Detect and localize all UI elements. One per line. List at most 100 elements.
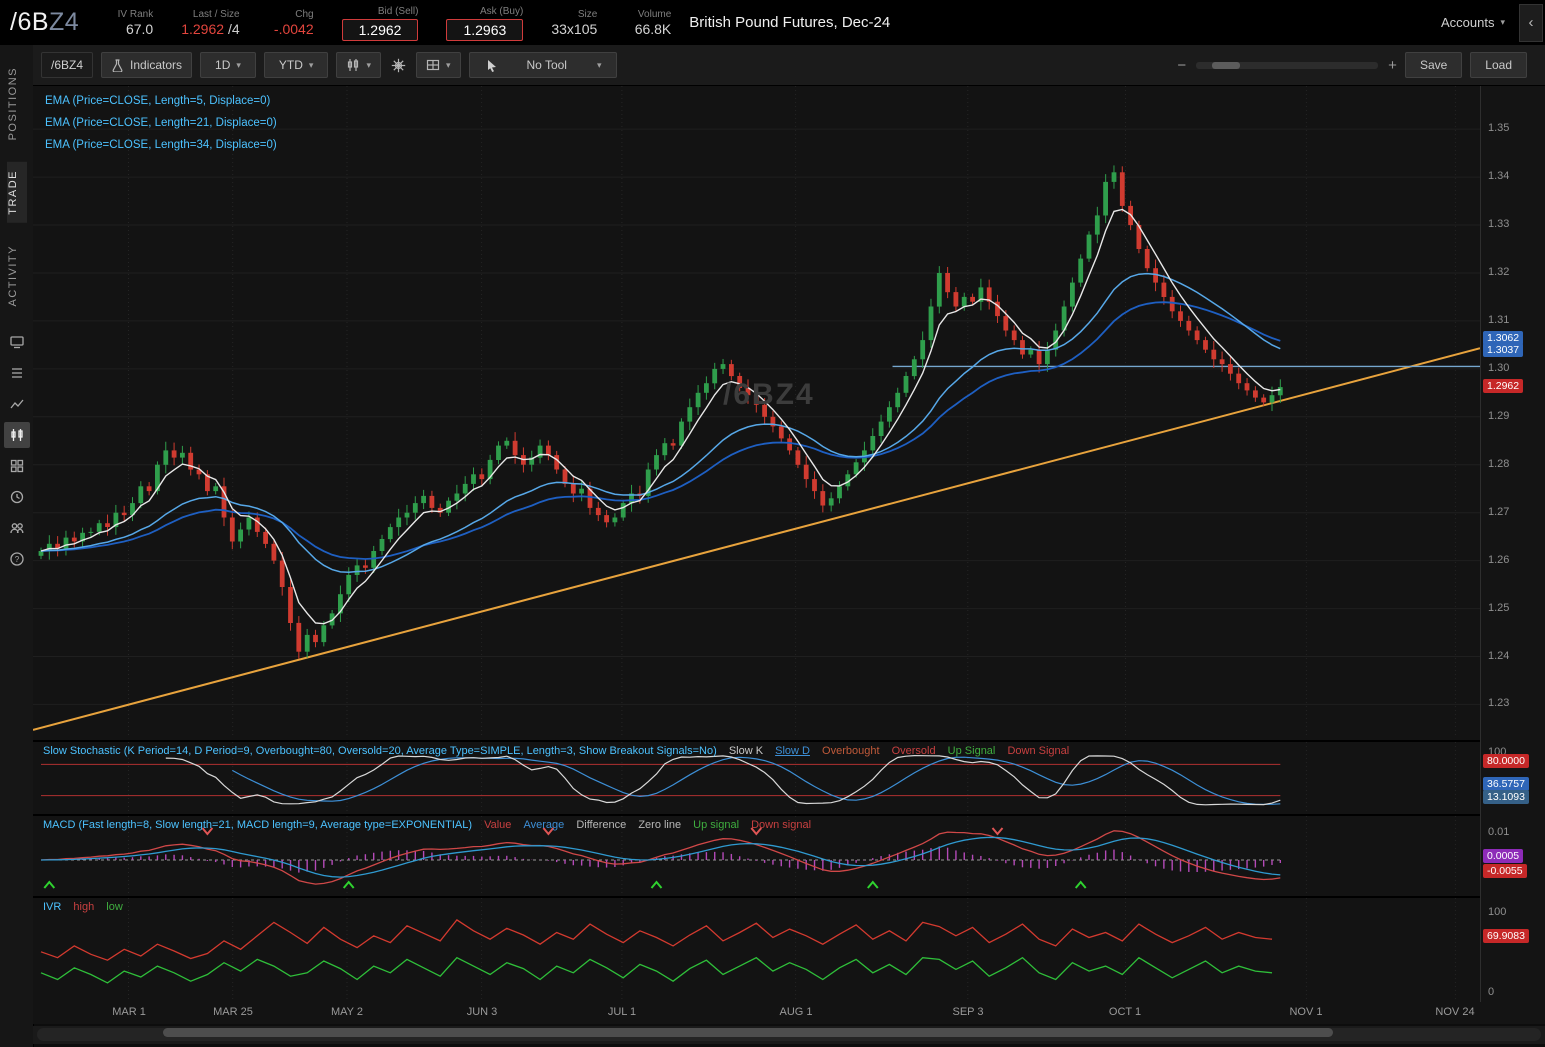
bid-label: Bid (Sell): [377, 5, 419, 17]
bid-button[interactable]: 1.2962: [341, 18, 419, 41]
price-tick: 1.23: [1488, 697, 1510, 709]
time-axis-label: OCT 1: [1108, 1006, 1142, 1018]
macd-canvas[interactable]: [33, 816, 1480, 896]
instrument-description: British Pound Futures, Dec-24: [689, 14, 891, 31]
axis-corner: [1480, 1002, 1545, 1024]
macd-axis-tick: 0.01: [1488, 826, 1510, 838]
left-sidebar: POSITIONS TRADE ACTIVITY ?: [0, 45, 34, 1047]
help-icon[interactable]: ?: [4, 546, 30, 572]
chart-toolbar: /6BZ4 Indicators 1D ▾ YTD ▾ ▾ ▾ No Tool …: [33, 45, 1545, 86]
chg-value: -.0042: [273, 20, 314, 37]
chevron-down-icon: ▾: [1500, 17, 1505, 27]
time-axis-label: JUL 1: [607, 1006, 637, 1018]
price-axis[interactable]: 1.35 1.34 1.33 1.32 1.31 1.30 1.29 1.28 1.27 1.26…: [1480, 86, 1545, 1002]
history-clock-icon[interactable]: [4, 484, 30, 510]
ivr-title[interactable]: IVR: [43, 901, 62, 913]
price-tick: 1.30: [1488, 362, 1510, 374]
collapse-panel-button[interactable]: ‹: [1519, 3, 1543, 42]
legend-up-signal: Up Signal: [947, 745, 996, 757]
time-axis[interactable]: MAR 1 MAR 25 MAY 2 JUN 3 JUL 1 AUG 1 SEP 3 OCT …: [33, 1002, 1480, 1024]
zoom-slider-thumb[interactable]: [1212, 61, 1241, 69]
accounts-label: Accounts: [1440, 15, 1495, 30]
layout-dropdown[interactable]: ▾: [415, 52, 461, 78]
legend-ivr-low: low: [106, 901, 123, 913]
load-button[interactable]: Load: [1470, 52, 1527, 78]
legend-macd-zero: Zero line: [638, 819, 682, 831]
ivr-axis-tick: 100: [1488, 906, 1507, 918]
svg-text:?: ?: [14, 555, 19, 564]
sidebar-tab-activity[interactable]: ACTIVITY: [6, 245, 19, 307]
sidebar-tab-positions[interactable]: POSITIONS: [6, 67, 19, 141]
stoch-overbought-badge: 80.0000: [1483, 754, 1529, 768]
cursor-icon: [487, 60, 496, 72]
ema34-legend-label[interactable]: EMA (Price=CLOSE, Length=34, Displace=0): [45, 139, 277, 151]
timeframe-dropdown[interactable]: 1D ▾: [200, 52, 256, 78]
ivr-canvas[interactable]: [33, 898, 1480, 1004]
legend-macd-up: Up signal: [693, 819, 740, 831]
chevron-down-icon: ▾: [308, 59, 314, 70]
scrollbar-thumb[interactable]: [163, 1028, 1333, 1037]
zoom-slider[interactable]: [1196, 61, 1379, 69]
ivr-panel: IVR high low: [33, 896, 1480, 1004]
macd-header: MACD (Fast length=8, Slow length=21, MAC…: [43, 819, 811, 831]
size-label: Size: [577, 8, 598, 20]
last-size-value: /4: [227, 20, 240, 37]
iv-rank-label: IV Rank: [117, 8, 154, 20]
community-icon[interactable]: [4, 515, 30, 541]
chart-settings-button[interactable]: [389, 53, 408, 77]
ema5-legend-label[interactable]: EMA (Price=CLOSE, Length=5, Displace=0): [45, 95, 271, 107]
candlestick-icon: [348, 59, 359, 71]
accounts-dropdown[interactable]: Accounts ▾: [1441, 15, 1505, 30]
macd-difference-badge: 0.0005: [1483, 849, 1524, 863]
stoch-k-badge: 13.1093: [1483, 790, 1529, 804]
apps-grid-icon[interactable]: [4, 453, 30, 479]
drawing-tool-dropdown[interactable]: No Tool ▾: [468, 52, 617, 78]
ask-button[interactable]: 1.2963: [446, 18, 524, 41]
save-button[interactable]: Save: [1404, 52, 1463, 78]
ivr-badge: 69.9083: [1483, 929, 1529, 943]
stoch-d-badge: 36.5757: [1483, 777, 1529, 791]
legend-oversold: Oversold: [891, 745, 936, 757]
macd-title[interactable]: MACD (Fast length=8, Slow length=21, MAC…: [43, 819, 473, 831]
price-tick: 1.25: [1488, 602, 1510, 614]
legend-ivr-high: high: [73, 901, 95, 913]
time-axis-label: AUG 1: [779, 1006, 813, 1018]
range-value: YTD: [278, 58, 303, 72]
analyze-icon[interactable]: [4, 391, 30, 417]
legend-macd-difference: Difference: [576, 819, 627, 831]
ask-label: Ask (Buy): [479, 5, 524, 17]
charts-icon[interactable]: [3, 421, 30, 448]
zoom-in-button[interactable]: +: [1388, 56, 1397, 74]
time-axis-label: JUN 3: [466, 1006, 498, 1018]
time-axis-label: MAY 2: [331, 1006, 363, 1018]
price-chart-canvas[interactable]: [33, 86, 1480, 738]
stochastic-panel: Slow Stochastic (K Period=14, D Period=9…: [33, 740, 1480, 814]
ivr-header: IVR high low: [43, 901, 123, 913]
sidebar-tab-trade[interactable]: TRADE: [6, 162, 27, 224]
symbol-watermark: /6BZ4: [723, 378, 815, 411]
price-tick: 1.27: [1488, 506, 1510, 518]
indicators-button[interactable]: Indicators: [101, 52, 193, 78]
legend-macd-value: Value: [484, 819, 512, 831]
bid-field: Bid (Sell) 1.2962: [341, 5, 419, 41]
monitor-icon[interactable]: [4, 329, 30, 355]
chart-symbol-box[interactable]: /6BZ4: [41, 52, 94, 78]
range-dropdown[interactable]: YTD ▾: [263, 52, 329, 78]
stochastic-canvas[interactable]: [33, 742, 1480, 814]
chart-type-dropdown[interactable]: ▾: [336, 52, 381, 78]
watchlist-icon[interactable]: [4, 360, 30, 386]
chg-field: Chg -.0042: [268, 8, 314, 38]
size-value: 33x105: [551, 20, 598, 37]
price-tick: 1.29: [1488, 410, 1510, 422]
last-value: 1.2962: [181, 20, 225, 37]
ema21-legend-label[interactable]: EMA (Price=CLOSE, Length=21, Displace=0): [45, 117, 277, 129]
stochastic-header: Slow Stochastic (K Period=14, D Period=9…: [43, 745, 1069, 757]
price-tick: 1.24: [1488, 650, 1510, 662]
indicators-label: Indicators: [130, 58, 183, 72]
macd-value-badge: -0.0055: [1483, 864, 1527, 878]
zoom-out-button[interactable]: −: [1177, 56, 1187, 74]
stochastic-title[interactable]: Slow Stochastic (K Period=14, D Period=9…: [43, 745, 717, 757]
last-size-field: Last / Size 1.2962 /4: [181, 8, 239, 38]
flask-icon: [112, 58, 123, 72]
price-badge: 1.2962: [1483, 379, 1524, 393]
